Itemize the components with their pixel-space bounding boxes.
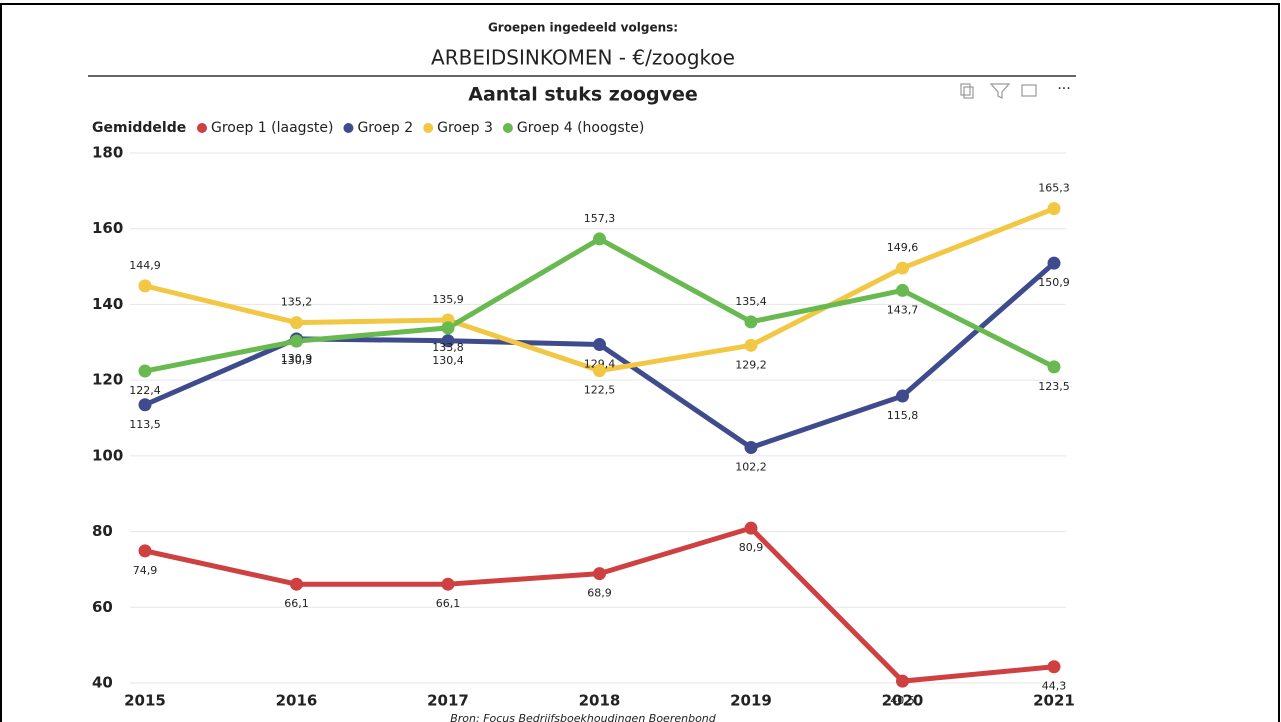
data-label: 133,8: [432, 341, 464, 354]
data-point: [896, 674, 909, 688]
data-label: 122,4: [129, 384, 161, 397]
focus-icon[interactable]: [1021, 84, 1037, 97]
series-line: [144, 525, 1055, 684]
data-point: [138, 398, 152, 412]
data-label: 149,6: [887, 241, 919, 254]
data-point: [593, 567, 606, 581]
data-point: [896, 261, 909, 275]
copy-icon[interactable]: [960, 83, 971, 96]
data-label: 135,4: [735, 295, 767, 308]
copy-icon-back[interactable]: [963, 86, 974, 99]
legend-marker: [343, 123, 354, 133]
chart-title: Aantal stuks zoogvee: [468, 84, 697, 106]
data-point: [290, 577, 303, 591]
data-point: [1047, 660, 1061, 674]
data-label: 40,5: [890, 694, 915, 707]
y-tick-label: 100: [92, 446, 123, 464]
y-tick-label: 80: [92, 522, 113, 540]
data-label: 157,3: [584, 212, 616, 225]
x-tick-label: 2021: [1033, 692, 1075, 710]
data-point: [138, 544, 152, 558]
data-point: [896, 389, 909, 403]
legend-label: Groep 4 (hoogste): [517, 120, 644, 136]
x-tick-label: 2019: [730, 692, 772, 710]
x-tick-label: 2016: [276, 692, 318, 710]
data-point: [138, 364, 152, 378]
header-label: Groepen ingedeeld volgens:: [488, 21, 678, 35]
data-point: [896, 283, 909, 297]
data-label: 150,9: [1038, 276, 1070, 289]
x-tick-label: 2020: [882, 692, 924, 710]
data-point: [1047, 360, 1061, 374]
data-label: 130,9: [281, 352, 313, 365]
data-label: 44,3: [1042, 680, 1067, 693]
legend-label: Groep 3: [437, 120, 493, 136]
y-tick-label: 60: [92, 598, 113, 616]
data-point: [744, 315, 758, 329]
data-label: 123,5: [1038, 380, 1070, 393]
header-title: ARBEIDSINKOMEN - €/zoogkoe: [431, 46, 735, 70]
data-point: [138, 279, 152, 293]
x-tick-label: 2018: [579, 692, 621, 710]
data-point: [441, 334, 455, 348]
y-tick-label: 180: [92, 144, 123, 162]
data-label: 130,3: [281, 354, 313, 367]
data-label: 66,1: [436, 597, 461, 610]
data-point: [744, 338, 758, 352]
data-point: [1047, 202, 1061, 216]
data-label: 135,9: [432, 293, 464, 306]
legend-marker: [502, 123, 513, 133]
data-point: [593, 338, 606, 352]
x-tick-label: 2015: [124, 692, 166, 710]
frame: [0, 3, 1280, 722]
data-label: 80,9: [739, 541, 764, 554]
data-point: [1047, 256, 1061, 270]
data-point: [593, 232, 606, 246]
legend-title: Gemiddelde: [92, 120, 186, 136]
data-label: 102,2: [735, 461, 767, 474]
legend-label: Groep 2: [357, 120, 413, 136]
data-label: 130,4: [432, 354, 464, 367]
data-label: 122,5: [584, 384, 616, 397]
data-label: 68,9: [587, 587, 612, 600]
legend-label: Groep 1 (laagste): [211, 120, 333, 136]
source: Bron: Focus Bedrijfsboekhoudingen Boeren…: [450, 712, 717, 722]
data-point: [441, 321, 455, 335]
legend-marker: [197, 123, 207, 133]
data-point: [744, 441, 758, 455]
more-icon[interactable]: ···: [1057, 81, 1070, 97]
data-point: [290, 334, 303, 348]
y-tick-label: 140: [92, 295, 123, 313]
filter-icon[interactable]: [989, 83, 1011, 99]
data-label: 165,3: [1038, 182, 1070, 195]
data-label: 143,7: [887, 303, 919, 316]
data-point: [744, 521, 758, 535]
data-point: [290, 316, 303, 330]
data-label: 135,2: [281, 296, 313, 309]
data-label: 74,9: [133, 564, 158, 577]
data-label: 66,1: [284, 597, 309, 610]
data-point: [441, 577, 455, 591]
y-tick-label: 40: [92, 674, 113, 692]
y-tick-label: 120: [92, 371, 123, 389]
legend-marker: [423, 123, 434, 133]
x-tick-label: 2017: [427, 692, 469, 710]
data-point: [593, 364, 606, 378]
data-label: 113,5: [129, 418, 161, 431]
data-label: 115,8: [887, 409, 919, 422]
toolbar[interactable]: ···: [960, 81, 1071, 99]
data-label: 129,4: [584, 358, 616, 371]
data-label: 129,2: [735, 358, 767, 371]
data-label: 144,9: [129, 259, 161, 272]
y-tick-label: 160: [92, 219, 123, 237]
